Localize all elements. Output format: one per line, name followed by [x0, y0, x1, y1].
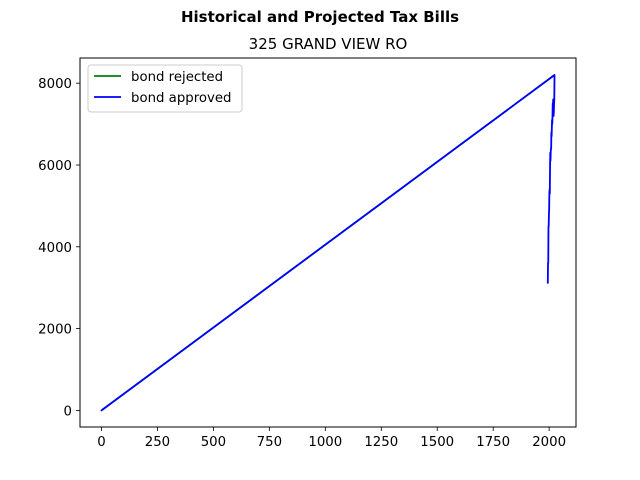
x-tick-label: 750	[257, 435, 282, 450]
axes-frame	[79, 57, 577, 428]
legend-label-bond-approved: bond approved	[131, 91, 232, 106]
x-tick-label: 0	[97, 435, 105, 450]
chart-suptitle: Historical and Projected Tax Bills	[181, 8, 459, 26]
x-tick-label: 1500	[420, 435, 454, 450]
series-line-bond-approved	[100, 74, 556, 412]
x-tick-label: 1750	[476, 435, 510, 450]
y-tick-label: 0	[64, 404, 72, 419]
y-tick-label: 2000	[38, 323, 72, 338]
x-tick-label: 1000	[308, 435, 342, 450]
y-tick-label: 6000	[38, 159, 72, 174]
x-tick-label: 500	[201, 435, 226, 450]
x-axis-ticks: 0 250 500 750 1000 1250 1500 1750 2000	[97, 427, 566, 450]
y-axis-ticks: 0 2000 4000 6000 8000	[38, 77, 80, 419]
legend-box	[87, 64, 243, 113]
y-tick-label: 8000	[38, 77, 72, 92]
legend: bond rejected bond approved	[87, 64, 243, 113]
x-tick-label: 250	[145, 435, 170, 450]
plot-area	[100, 74, 556, 412]
y-tick-label: 4000	[38, 241, 72, 256]
legend-label-bond-rejected: bond rejected	[131, 70, 223, 85]
chart-title: 325 GRAND VIEW RO	[249, 35, 408, 53]
x-tick-label: 1250	[364, 435, 398, 450]
x-tick-label: 2000	[532, 435, 566, 450]
